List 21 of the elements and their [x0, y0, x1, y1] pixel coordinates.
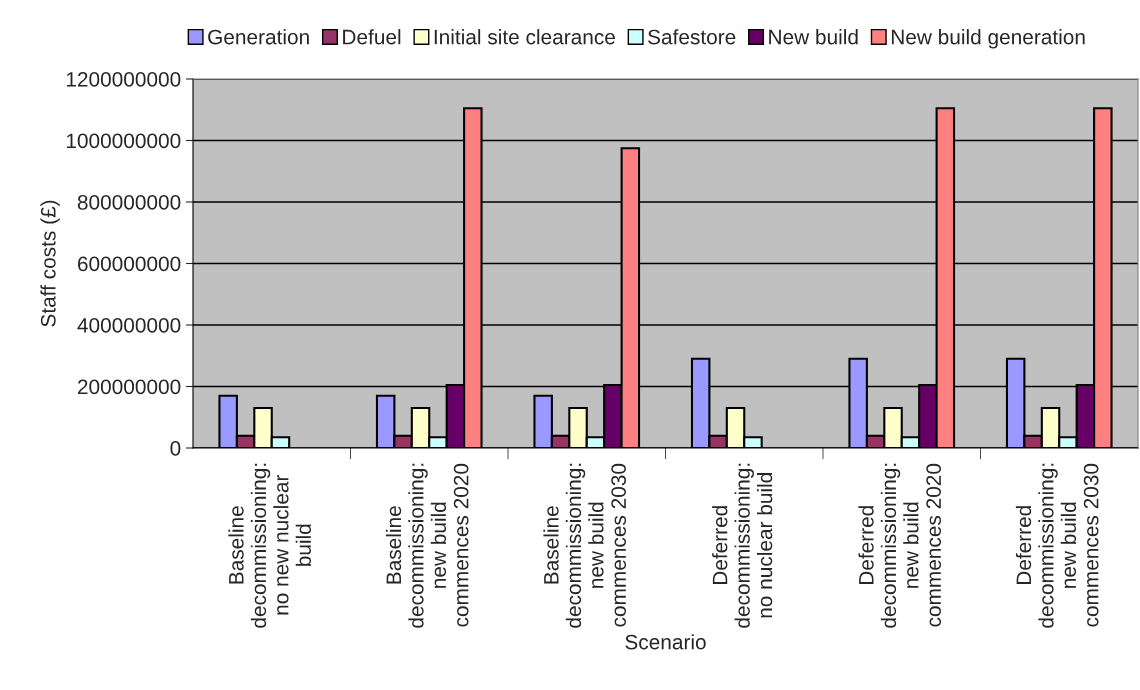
- x-tick-label: Deferred decommissioning: no nuclear build: [712, 463, 773, 628]
- x-axis-title: Scenario: [625, 634, 706, 650]
- x-tick-label: Deferred decommissioning: new build commences 2030: [1015, 463, 1099, 628]
- x-tick-label: Deferred decommissioning: new build commences 2020: [858, 463, 941, 628]
- y-tick-label: 200000000: [77, 379, 181, 395]
- legend-label: Defuel: [343, 29, 401, 45]
- legend-label: Generation: [208, 29, 309, 45]
- legend-label: New build: [769, 29, 858, 45]
- y-tick-label: 0: [170, 441, 181, 456]
- y-tick-label: 400000000: [77, 318, 181, 333]
- y-tick-label: 1000000000: [66, 133, 181, 149]
- y-tick-label: 600000000: [77, 256, 181, 272]
- x-tick-label: Baseline decommissioning: new build commences 2020: [385, 463, 469, 628]
- y-tick-label: 800000000: [77, 195, 181, 210]
- legend-label: Initial site clearance: [434, 29, 615, 45]
- x-tick-label: Baseline decommissioning: no new nuclear build: [228, 463, 311, 628]
- y-axis-title: Staff costs (£): [40, 200, 60, 327]
- legend-label: Safestore: [648, 29, 736, 45]
- x-tick-label: Baseline decommissioning: new build commences 2030: [543, 463, 626, 628]
- legend-label: New build generation: [891, 29, 1085, 49]
- y-tick-label: 1200000000: [66, 72, 181, 87]
